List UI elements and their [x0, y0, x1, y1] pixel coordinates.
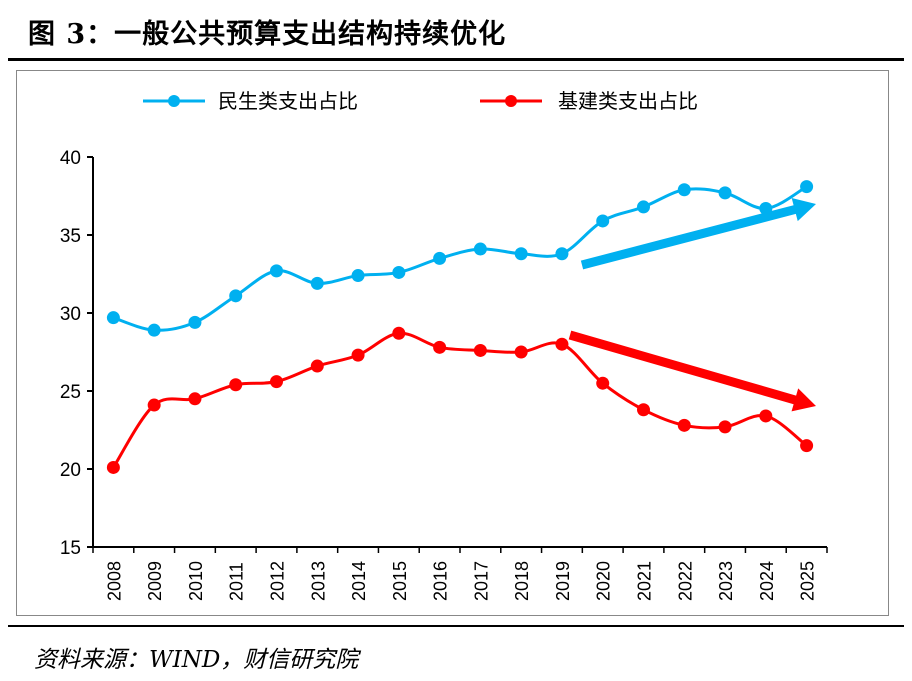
data-point: [310, 276, 324, 290]
data-point: [514, 345, 528, 359]
y-tick-label: 35: [60, 226, 81, 247]
x-tick-label: 2009: [145, 561, 165, 601]
x-tick-label: 2016: [431, 561, 451, 601]
x-tick-label: 2021: [635, 561, 655, 601]
data-point: [555, 337, 569, 351]
data-point: [392, 326, 406, 340]
x-tick-label: 2013: [308, 561, 328, 601]
data-point: [147, 323, 161, 337]
series-line: [112, 185, 808, 332]
legend-marker: [168, 95, 180, 107]
data-point: [351, 269, 365, 283]
y-tick-label: 15: [60, 538, 81, 559]
data-point: [188, 392, 202, 406]
data-point: [596, 376, 610, 390]
data-point: [718, 420, 732, 434]
title-divider: [8, 58, 904, 61]
x-tick-label: 2011: [227, 562, 247, 601]
x-tick-label: 2019: [553, 561, 573, 601]
legend-marker: [505, 95, 517, 107]
legend-label: 民生类支出占比: [218, 90, 358, 113]
trend-arrow-up-icon: [580, 197, 816, 270]
x-tick-label: 2018: [512, 561, 532, 601]
chart-frame: [16, 70, 889, 616]
data-point: [800, 180, 814, 194]
data-point: [759, 409, 773, 423]
x-tick-label: 2014: [349, 561, 369, 601]
data-point: [188, 315, 202, 329]
data-point: [270, 264, 283, 278]
source-divider: [8, 625, 904, 627]
x-tick-label: 2015: [390, 561, 410, 601]
data-point: [800, 439, 814, 453]
y-tick-label: 30: [60, 304, 81, 325]
x-tick-label: 2020: [594, 561, 614, 601]
x-tick-label: 2008: [104, 561, 124, 601]
data-point: [555, 247, 569, 261]
x-tick-label: 2024: [757, 561, 777, 601]
series-line: [112, 331, 808, 469]
x-tick-label: 2023: [716, 561, 736, 601]
trend-arrow-down-icon: [568, 330, 816, 412]
data-point: [106, 311, 120, 325]
data-point: [473, 242, 487, 256]
data-point: [677, 418, 691, 432]
series-group: [106, 180, 814, 474]
data-point: [677, 183, 691, 197]
x-tick-label: 2012: [268, 561, 288, 601]
data-point: [514, 247, 528, 261]
y-tick-label: 25: [60, 382, 81, 403]
x-tick-label: 2017: [471, 561, 491, 601]
data-point: [229, 289, 243, 303]
data-point: [433, 340, 447, 354]
data-point: [147, 398, 161, 412]
x-tick-label: 2010: [186, 561, 206, 601]
data-point: [718, 186, 732, 200]
data-point: [106, 460, 120, 474]
x-tick-label: 2022: [675, 561, 695, 601]
trend-arrows: [568, 197, 816, 412]
data-point: [637, 200, 650, 214]
data-point: [473, 343, 487, 357]
data-point: [596, 214, 610, 228]
y-tick-label: 40: [60, 148, 81, 169]
y-tick-label: 20: [60, 460, 81, 481]
data-point: [637, 403, 650, 417]
data-point: [433, 251, 447, 265]
legend: 民生类支出占比 基建类支出占比: [143, 90, 698, 113]
data-point: [392, 265, 406, 279]
data-point: [229, 378, 243, 392]
data-point: [351, 348, 365, 362]
data-point: [310, 359, 324, 373]
figure-title: 图 3：一般公共预算支出结构持续优化: [28, 19, 507, 50]
legend-label: 基建类支出占比: [558, 90, 698, 113]
source-note: 资料来源：WIND，财信研究院: [34, 647, 359, 673]
data-point: [270, 375, 283, 389]
x-tick-label: 2025: [798, 561, 818, 601]
